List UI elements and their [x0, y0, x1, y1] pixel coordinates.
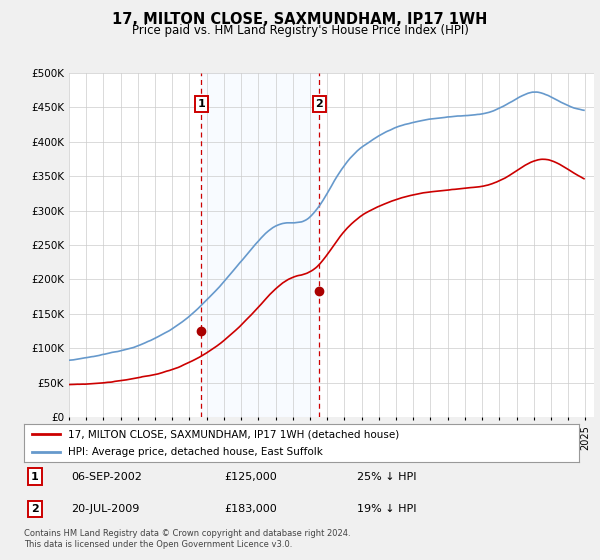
Text: 17, MILTON CLOSE, SAXMUNDHAM, IP17 1WH (detached house): 17, MILTON CLOSE, SAXMUNDHAM, IP17 1WH (… — [68, 429, 400, 439]
Text: 2: 2 — [31, 504, 38, 514]
Text: HPI: Average price, detached house, East Suffolk: HPI: Average price, detached house, East… — [68, 447, 323, 458]
Text: Price paid vs. HM Land Registry's House Price Index (HPI): Price paid vs. HM Land Registry's House … — [131, 24, 469, 37]
Bar — [201, 73, 319, 417]
Text: 06-SEP-2002: 06-SEP-2002 — [71, 472, 142, 482]
Text: 20-JUL-2009: 20-JUL-2009 — [71, 504, 140, 514]
Text: £183,000: £183,000 — [224, 504, 277, 514]
Text: Contains HM Land Registry data © Crown copyright and database right 2024.
This d: Contains HM Land Registry data © Crown c… — [24, 529, 350, 549]
Text: 17, MILTON CLOSE, SAXMUNDHAM, IP17 1WH: 17, MILTON CLOSE, SAXMUNDHAM, IP17 1WH — [112, 12, 488, 27]
Text: 1: 1 — [197, 99, 205, 109]
Text: 25% ↓ HPI: 25% ↓ HPI — [357, 472, 416, 482]
Text: £125,000: £125,000 — [224, 472, 277, 482]
Text: 1: 1 — [31, 472, 38, 482]
Text: 19% ↓ HPI: 19% ↓ HPI — [357, 504, 416, 514]
Text: 2: 2 — [316, 99, 323, 109]
